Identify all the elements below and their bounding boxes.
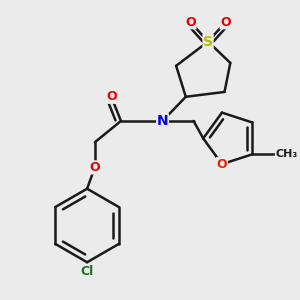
Text: O: O: [185, 16, 196, 29]
Text: CH₃: CH₃: [275, 149, 298, 159]
Text: O: O: [217, 158, 227, 171]
Text: N: N: [157, 114, 168, 128]
Text: O: O: [89, 161, 100, 174]
Text: Cl: Cl: [80, 266, 94, 278]
Text: O: O: [106, 90, 117, 103]
Text: O: O: [220, 16, 231, 29]
Text: S: S: [203, 34, 213, 49]
